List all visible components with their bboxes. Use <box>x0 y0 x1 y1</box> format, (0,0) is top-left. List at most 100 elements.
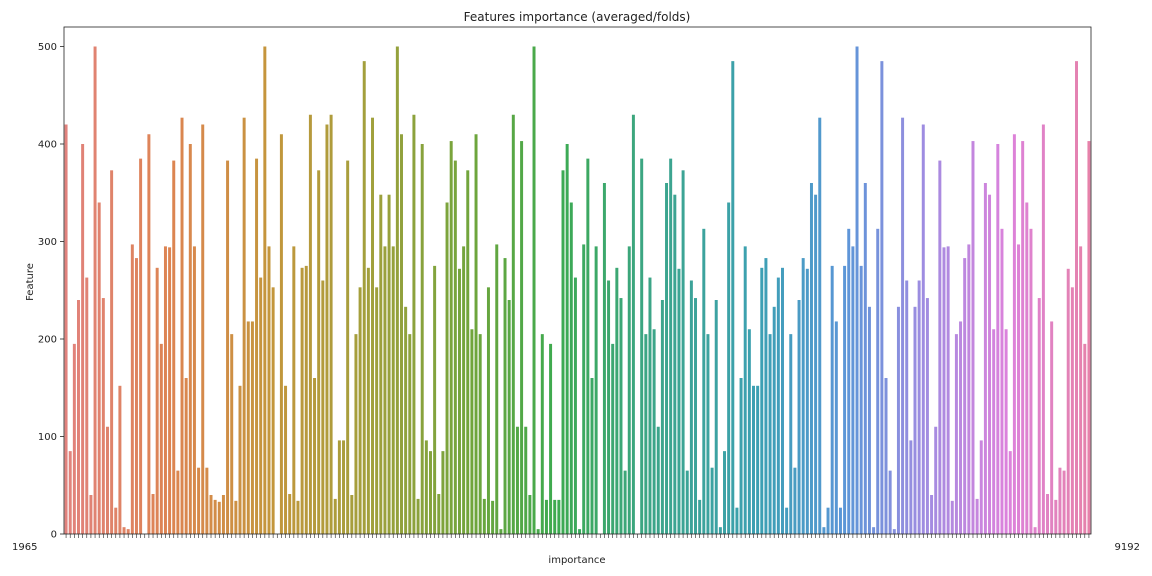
bar <box>420 144 424 534</box>
bar <box>619 298 623 534</box>
bar <box>1066 268 1070 534</box>
bar <box>325 124 329 534</box>
bar <box>528 495 532 534</box>
bar <box>996 144 1000 534</box>
bar <box>85 277 89 534</box>
bar <box>888 470 892 535</box>
x-edge-label-left: 1965 <box>12 542 37 553</box>
bar <box>197 467 201 534</box>
bar <box>288 494 292 534</box>
bar <box>300 267 304 534</box>
bar <box>520 141 524 534</box>
bar <box>967 244 971 534</box>
bar <box>400 134 403 534</box>
bar <box>1079 246 1083 535</box>
bar <box>727 202 731 534</box>
y-tick-label: 100 <box>38 432 57 443</box>
bar <box>677 268 681 534</box>
y-axis-title: Feature <box>25 263 36 301</box>
bar <box>478 334 482 535</box>
bar <box>105 426 109 534</box>
bar <box>250 321 254 534</box>
bar <box>714 300 718 534</box>
bar <box>623 470 627 535</box>
bar <box>669 158 673 535</box>
bar <box>979 440 983 534</box>
bar <box>946 246 950 535</box>
bar <box>818 117 822 535</box>
bar <box>582 244 586 534</box>
bar <box>491 500 495 534</box>
bar <box>573 277 577 534</box>
bar <box>992 329 996 534</box>
y-tick-label: 200 <box>38 335 57 346</box>
bar <box>934 426 938 534</box>
bar <box>329 114 333 534</box>
bar <box>391 246 395 535</box>
bar <box>462 246 466 535</box>
bar <box>188 144 192 534</box>
bar <box>457 268 461 534</box>
bar <box>959 321 963 534</box>
bar <box>805 268 809 534</box>
bar <box>809 183 813 534</box>
bar <box>851 246 855 535</box>
y-tick-label: 500 <box>38 42 57 53</box>
bar <box>89 495 93 534</box>
bars-layer <box>64 46 1091 535</box>
bar <box>495 244 499 534</box>
bar <box>867 306 871 534</box>
bar <box>296 500 300 534</box>
bar <box>101 298 105 534</box>
bar <box>172 160 176 534</box>
bar <box>1025 202 1029 534</box>
bar <box>387 194 391 534</box>
bar <box>395 46 399 534</box>
bar <box>470 329 474 534</box>
bar <box>718 527 722 534</box>
bar <box>565 144 569 534</box>
bar <box>752 385 755 534</box>
bar <box>930 495 934 534</box>
bar <box>234 500 238 534</box>
bar <box>122 527 126 534</box>
bar <box>507 300 511 534</box>
bar <box>242 117 246 535</box>
bar <box>110 170 114 534</box>
bar <box>317 170 321 534</box>
bar <box>466 170 470 534</box>
bar <box>221 495 225 534</box>
bar <box>536 529 540 535</box>
bar <box>540 334 544 535</box>
bar <box>474 134 478 534</box>
bar <box>72 343 76 535</box>
bar <box>826 507 830 534</box>
bar <box>524 426 528 534</box>
bar <box>872 527 876 534</box>
bar <box>689 280 693 534</box>
bar <box>308 114 312 534</box>
bar <box>698 499 702 535</box>
bar <box>764 258 768 534</box>
bar <box>379 194 383 534</box>
bar <box>834 321 838 534</box>
bar <box>114 507 118 534</box>
bar <box>917 280 921 534</box>
bar <box>673 194 677 534</box>
bar <box>876 228 880 534</box>
bar <box>694 298 698 534</box>
bar <box>569 202 573 534</box>
bar <box>1008 451 1012 535</box>
bar <box>333 498 337 534</box>
bar <box>1033 527 1037 534</box>
bar <box>549 343 553 535</box>
bar <box>230 334 234 535</box>
bar <box>1017 244 1021 534</box>
bar <box>362 61 366 535</box>
y-tick-label: 0 <box>51 530 57 541</box>
bar <box>905 280 909 534</box>
bar <box>449 141 453 534</box>
bar <box>429 451 432 535</box>
bar <box>954 334 958 535</box>
bar <box>155 267 159 534</box>
